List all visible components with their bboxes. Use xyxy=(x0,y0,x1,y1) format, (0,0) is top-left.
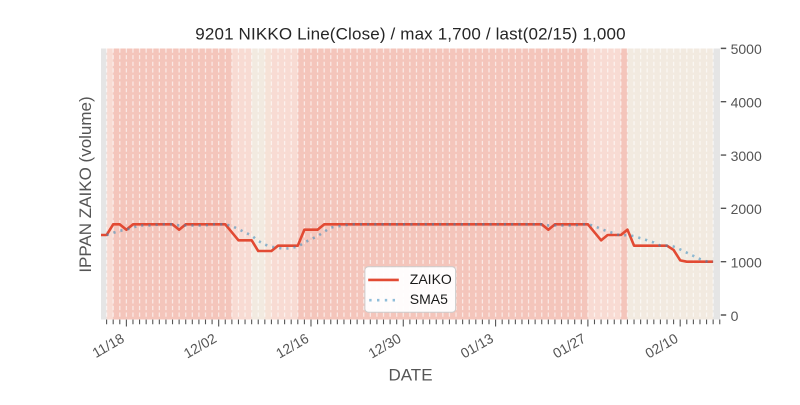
svg-text:SMA5: SMA5 xyxy=(410,291,448,307)
svg-text:9201 NIKKO Line(Close) / max 1: 9201 NIKKO Line(Close) / max 1,700 / las… xyxy=(195,25,626,44)
svg-text:DATE: DATE xyxy=(388,366,432,385)
svg-text:5000: 5000 xyxy=(731,41,762,57)
svg-text:1000: 1000 xyxy=(731,254,762,270)
svg-text:4000: 4000 xyxy=(731,95,762,111)
svg-text:ZAIKO: ZAIKO xyxy=(410,271,452,287)
svg-text:2000: 2000 xyxy=(731,201,762,217)
svg-text:IPPAN ZAIKO (volume): IPPAN ZAIKO (volume) xyxy=(76,96,95,272)
svg-text:3000: 3000 xyxy=(731,148,762,164)
svg-text:0: 0 xyxy=(731,308,739,324)
